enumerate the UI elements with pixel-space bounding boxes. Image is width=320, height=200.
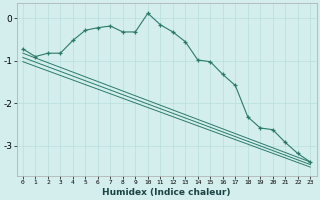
X-axis label: Humidex (Indice chaleur): Humidex (Indice chaleur): [102, 188, 231, 197]
